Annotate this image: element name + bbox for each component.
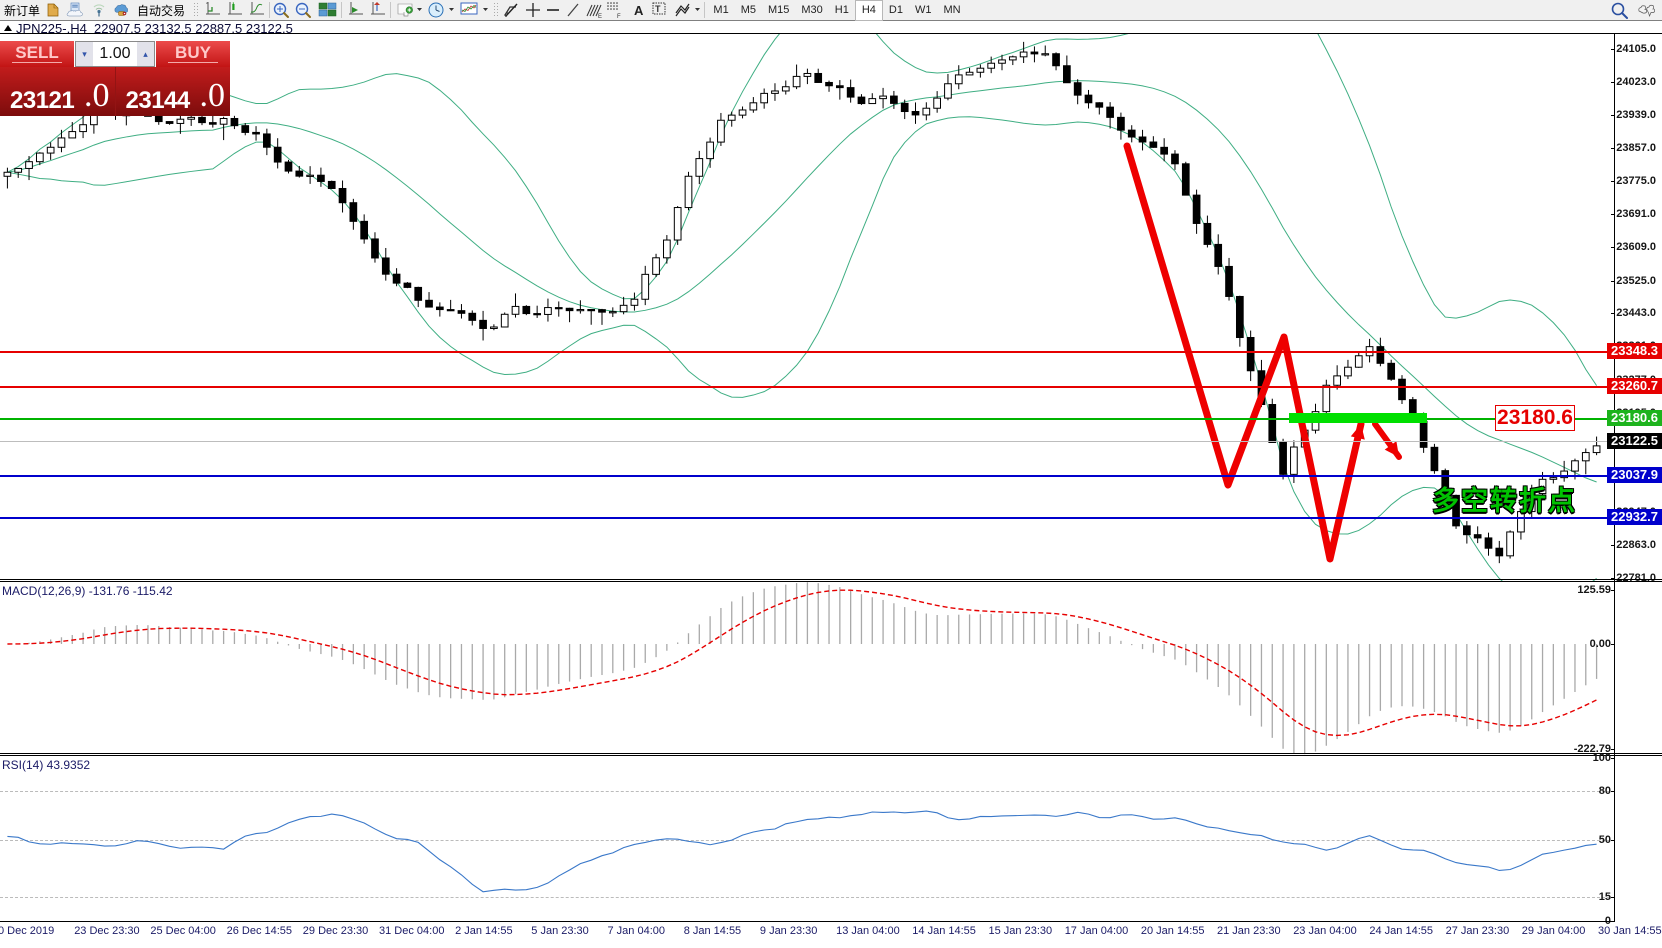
svg-text:T: T xyxy=(655,4,661,14)
svg-text:F: F xyxy=(617,14,621,19)
svg-text:E: E xyxy=(598,14,602,19)
